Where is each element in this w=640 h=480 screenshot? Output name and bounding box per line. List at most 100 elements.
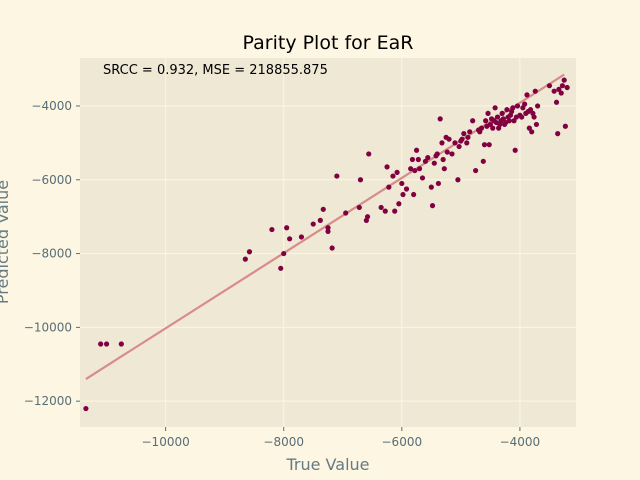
data-point (527, 107, 534, 113)
data-point (278, 265, 284, 271)
data-point (435, 180, 442, 187)
data-point (356, 204, 362, 211)
y-tick-label: −8000 (31, 247, 72, 261)
x-tick-label: −10000 (142, 435, 190, 449)
data-point (522, 101, 528, 107)
data-point (487, 121, 493, 128)
data-point (415, 156, 421, 163)
data-point (439, 140, 445, 146)
x-tick-label: −4000 (500, 435, 541, 449)
data-point (473, 167, 479, 174)
data-point (343, 210, 349, 216)
data-point (480, 158, 486, 164)
data-point (553, 99, 560, 105)
data-point (478, 125, 485, 131)
data-point (558, 90, 564, 96)
data-point (83, 405, 89, 412)
data-point (441, 166, 447, 172)
data-point (532, 88, 538, 94)
data-point (533, 121, 540, 128)
data-point (325, 228, 331, 235)
data-point (246, 249, 253, 255)
data-point (531, 114, 537, 120)
data-point (456, 143, 462, 150)
x-tick-labels: −10000 −8000 −6000 −4000 (142, 427, 541, 449)
y-tick-label: −6000 (31, 173, 72, 187)
data-point (559, 83, 566, 89)
data-points (83, 77, 570, 412)
data-point (409, 156, 416, 163)
data-point (403, 186, 410, 192)
data-point (494, 114, 501, 120)
data-point (524, 92, 530, 98)
data-point (437, 116, 443, 122)
data-point (529, 129, 535, 135)
data-point (465, 134, 471, 140)
data-point (98, 341, 104, 347)
data-point (411, 191, 417, 198)
data-point (378, 204, 384, 211)
data-point (118, 341, 124, 347)
data-point (444, 149, 450, 155)
data-point (422, 158, 429, 164)
data-point (434, 151, 440, 157)
data-point (485, 110, 491, 116)
data-point (357, 177, 364, 183)
data-point (481, 142, 488, 148)
data-point (320, 206, 326, 212)
data-point (392, 208, 398, 214)
data-point (519, 114, 525, 120)
data-point (281, 250, 287, 257)
data-point (399, 180, 405, 187)
data-point (551, 88, 557, 94)
data-point (470, 118, 476, 124)
y-axis-label: Predicted Value (0, 180, 12, 304)
x-axis-label: True Value (285, 455, 369, 474)
data-point (390, 173, 396, 179)
data-point (506, 118, 512, 124)
data-point (425, 155, 431, 161)
x-tick-label: −8000 (263, 435, 304, 449)
data-point (428, 184, 434, 190)
data-point (483, 118, 489, 124)
data-point (394, 169, 400, 175)
data-point (514, 103, 521, 109)
data-point (561, 77, 567, 83)
y-tick-label: −12000 (24, 394, 72, 408)
data-point (562, 123, 568, 129)
data-point (546, 83, 553, 89)
data-point (366, 151, 372, 157)
data-point (504, 107, 510, 113)
data-point (440, 156, 446, 163)
y-tick-labels: −12000 −10000 −8000 −6000 −4000 (24, 99, 80, 408)
data-point (386, 184, 392, 190)
data-point (449, 151, 455, 157)
data-point (408, 166, 414, 172)
data-point (467, 129, 473, 135)
data-point (419, 175, 426, 181)
data-point (416, 166, 423, 172)
data-point (535, 103, 541, 109)
data-point (298, 234, 305, 240)
data-point (400, 191, 406, 198)
data-point (446, 136, 452, 142)
data-point (490, 125, 496, 131)
data-point (384, 164, 390, 170)
data-point (284, 225, 290, 231)
data-point (486, 142, 492, 148)
data-point (329, 245, 335, 251)
data-point (431, 160, 437, 166)
data-point (334, 173, 340, 179)
data-point (364, 214, 371, 220)
data-point (499, 110, 505, 116)
data-point (413, 147, 420, 153)
data-point (310, 221, 316, 227)
chart-title: Parity Plot for EaR (243, 32, 414, 54)
x-tick-label: −6000 (382, 435, 423, 449)
data-point (459, 136, 465, 142)
data-point (396, 201, 402, 207)
data-point (412, 167, 418, 174)
data-point (512, 147, 518, 153)
metrics-annotation: SRCC = 0.932, MSE = 218855.875 (103, 63, 328, 78)
data-point (382, 208, 388, 214)
